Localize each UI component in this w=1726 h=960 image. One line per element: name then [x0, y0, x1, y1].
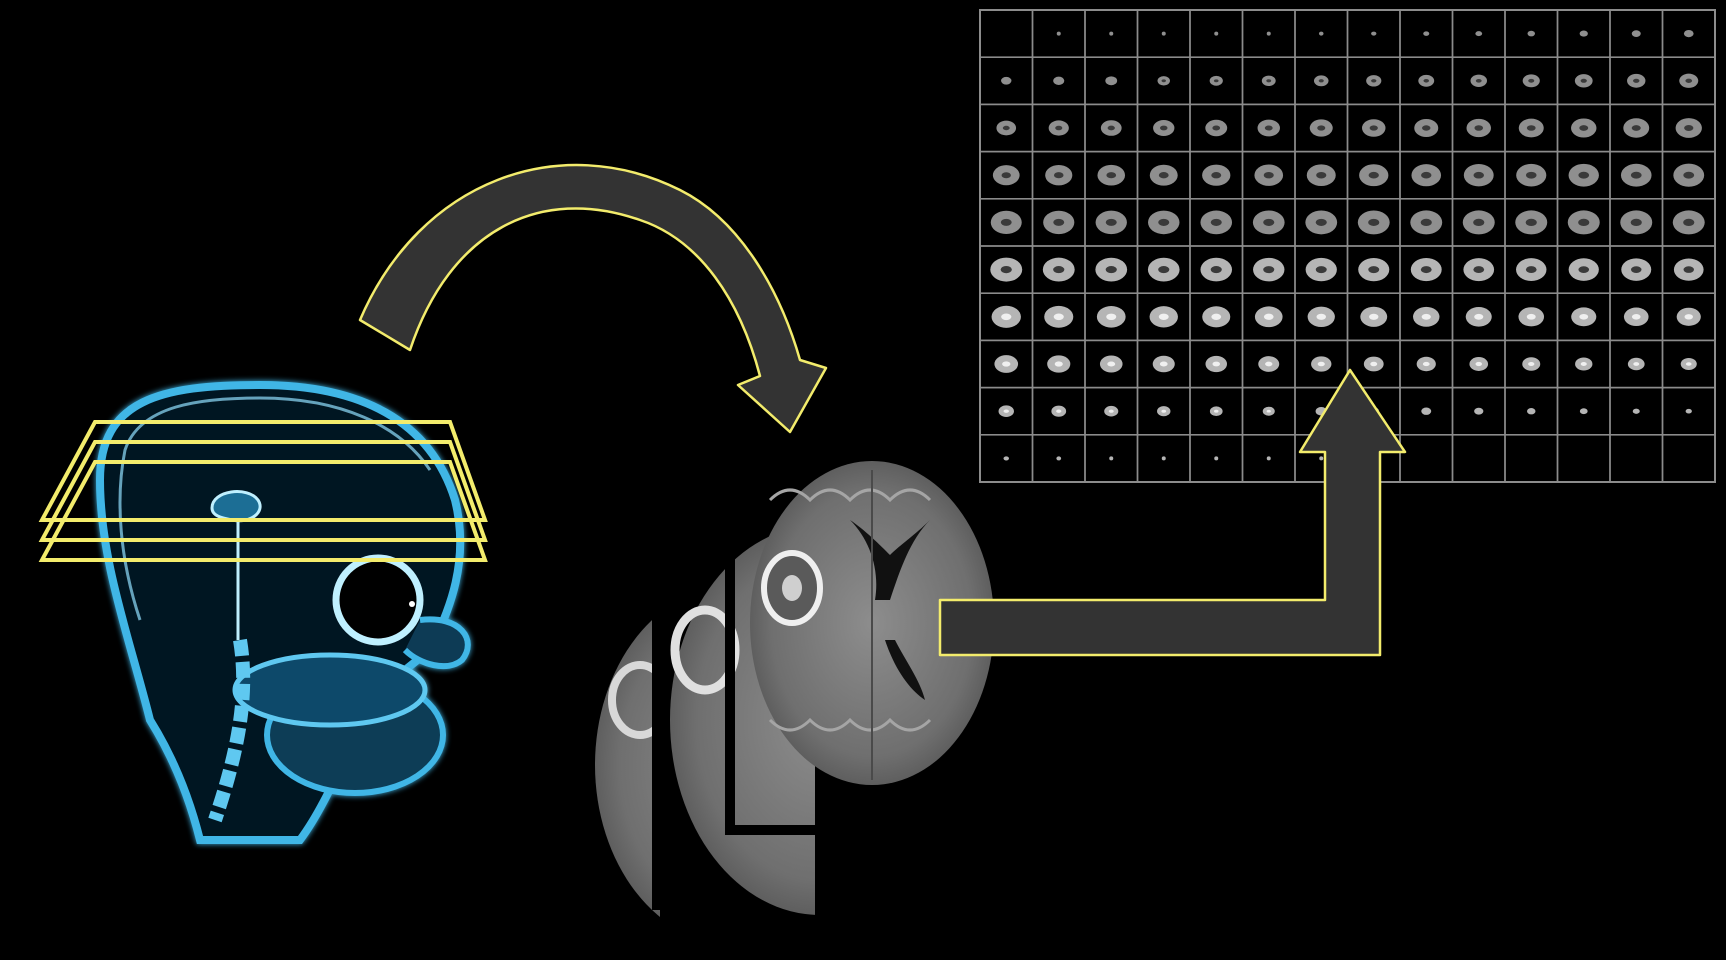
montage-slice [1579, 408, 1588, 415]
curved-arrow-icon [358, 163, 828, 434]
montage-slice [1319, 456, 1324, 461]
montage-slice [1161, 31, 1166, 36]
montage-slice [1266, 31, 1271, 36]
montage-slice [1579, 30, 1588, 37]
montage-slice [1214, 456, 1219, 461]
montage-slice [1056, 31, 1061, 36]
slice-plane-icon [38, 460, 488, 562]
montage-slice [1056, 456, 1062, 461]
bent-arrow-icon [938, 368, 1407, 657]
montage-slice [1423, 31, 1430, 36]
montage-slice [1631, 30, 1641, 37]
montage-slice [1214, 31, 1219, 36]
slice-plane-icon [38, 420, 488, 522]
montage-slice [1109, 31, 1114, 36]
brain-mri-slices-icon [595, 461, 994, 917]
slice-planes-icon [38, 420, 488, 562]
montage-slice [1475, 31, 1483, 37]
montage-slice [1685, 408, 1692, 414]
montage-slice [1527, 30, 1535, 37]
montage-slice [1053, 76, 1065, 85]
montage-slice [1632, 408, 1640, 414]
montage-slice [1105, 76, 1118, 86]
montage-slice [1318, 31, 1324, 36]
montage-slice [1161, 456, 1166, 461]
montage-slice [1683, 29, 1694, 38]
montage-slice [1474, 407, 1484, 415]
montage-slice [1527, 408, 1536, 415]
montage-slice [1371, 31, 1377, 36]
xray-head-icon [95, 380, 471, 844]
montage-slice [1001, 76, 1012, 85]
montage-slice [1421, 407, 1432, 415]
montage-slice [1003, 456, 1010, 461]
montage-slice [1109, 456, 1114, 461]
slice-plane-icon [38, 440, 488, 542]
montage-cell [1661, 434, 1716, 483]
montage-slice [1266, 456, 1271, 461]
